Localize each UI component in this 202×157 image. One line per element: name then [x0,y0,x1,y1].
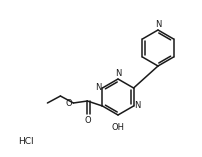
Text: N: N [134,101,140,111]
Text: OH: OH [111,123,124,132]
Text: N: N [95,84,101,92]
Text: N: N [114,69,121,78]
Text: HCl: HCl [18,138,34,146]
Text: N: N [154,20,160,29]
Text: O: O [84,116,90,125]
Text: O: O [65,98,72,108]
